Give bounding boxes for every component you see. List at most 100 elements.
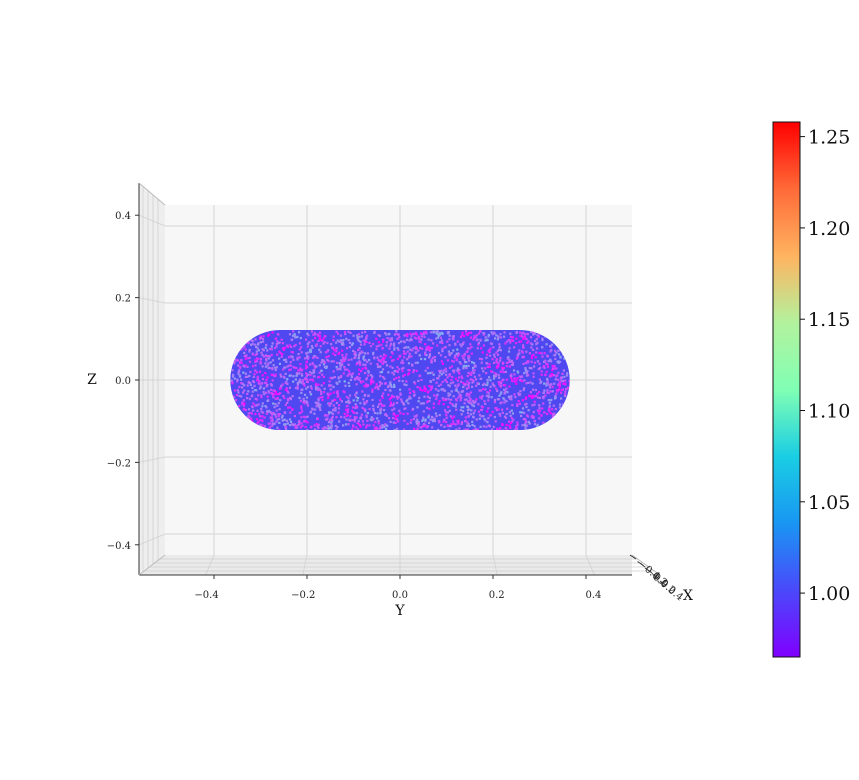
data-point: [323, 335, 327, 338]
data-point: [473, 369, 476, 372]
data-point: [388, 384, 391, 387]
data-point: [319, 351, 322, 354]
data-point: [351, 342, 354, 345]
data-point: [550, 383, 553, 386]
data-point: [362, 363, 365, 366]
data-point: [491, 410, 494, 414]
data-point: [474, 427, 477, 431]
data-point: [417, 400, 420, 403]
data-point: [487, 394, 490, 398]
data-point: [247, 380, 250, 384]
data-point: [274, 346, 277, 350]
data-point: [438, 331, 441, 335]
data-point: [420, 378, 423, 382]
data-point: [490, 396, 493, 399]
data-point: [393, 378, 396, 381]
data-point: [381, 395, 384, 398]
data-point: [487, 407, 490, 410]
data-point: [287, 406, 290, 409]
data-point: [317, 401, 320, 405]
data-point: [424, 424, 427, 427]
data-point: [450, 390, 453, 393]
data-point: [500, 391, 503, 394]
data-point: [435, 381, 438, 384]
data-point: [321, 359, 324, 362]
data-point: [292, 375, 295, 378]
data-point: [352, 349, 355, 352]
data-point: [335, 341, 338, 344]
data-point: [305, 338, 308, 341]
data-point: [355, 396, 358, 399]
data-point: [292, 366, 295, 369]
data-point: [306, 366, 309, 369]
data-point: [428, 421, 431, 424]
data-point: [557, 361, 560, 364]
data-point: [364, 363, 367, 366]
data-point: [448, 366, 451, 369]
data-point: [451, 359, 454, 363]
data-point: [287, 391, 290, 394]
data-point: [335, 365, 338, 369]
data-point: [296, 387, 299, 390]
data-point: [528, 352, 531, 355]
data-point: [306, 429, 309, 431]
x-tick-mark: [629, 554, 637, 560]
data-point: [250, 412, 253, 415]
data-point: [306, 402, 309, 405]
data-point: [442, 371, 445, 374]
data-point: [301, 382, 304, 385]
data-point: [409, 348, 412, 351]
data-point: [479, 330, 482, 333]
data-point: [415, 351, 418, 354]
data-point: [550, 374, 553, 378]
data-point: [425, 330, 428, 333]
data-point: [244, 357, 247, 360]
data-point: [372, 380, 375, 383]
data-point: [305, 396, 309, 399]
data-point: [518, 349, 521, 352]
data-point: [342, 372, 345, 375]
data-point: [470, 409, 473, 412]
data-point: [523, 411, 526, 415]
data-point: [390, 351, 393, 354]
data-point: [516, 404, 519, 407]
data-point: [513, 380, 516, 383]
data-point: [548, 406, 551, 409]
data-point: [257, 420, 260, 423]
z-axis-label: Z: [87, 372, 97, 388]
data-point: [527, 409, 530, 412]
data-point: [264, 372, 267, 375]
data-point: [303, 357, 307, 360]
data-point: [351, 409, 354, 412]
data-point: [340, 340, 343, 343]
data-point: [485, 372, 488, 375]
data-point: [382, 338, 385, 341]
data-point: [294, 336, 297, 339]
data-point: [406, 358, 409, 361]
data-point: [243, 365, 246, 368]
data-point: [266, 395, 269, 398]
data-point: [472, 380, 475, 383]
colorbar-tick-label: 1.10: [808, 400, 850, 422]
data-point: [428, 407, 431, 411]
data-point: [348, 370, 351, 373]
data-point: [559, 377, 563, 380]
data-point: [361, 367, 364, 370]
data-point: [237, 364, 240, 367]
data-point: [247, 342, 250, 345]
data-point: [482, 344, 485, 347]
data-point: [274, 368, 277, 372]
data-point: [348, 418, 351, 421]
data-point: [318, 371, 321, 374]
data-point: [412, 332, 415, 335]
data-point: [325, 366, 328, 369]
data-point: [317, 387, 320, 390]
data-point: [413, 393, 416, 396]
data-point: [277, 393, 280, 396]
data-point: [348, 346, 351, 349]
data-point: [429, 418, 432, 421]
data-point: [288, 374, 291, 377]
data-point: [441, 341, 444, 344]
data-point: [513, 377, 516, 380]
data-point: [357, 357, 360, 360]
